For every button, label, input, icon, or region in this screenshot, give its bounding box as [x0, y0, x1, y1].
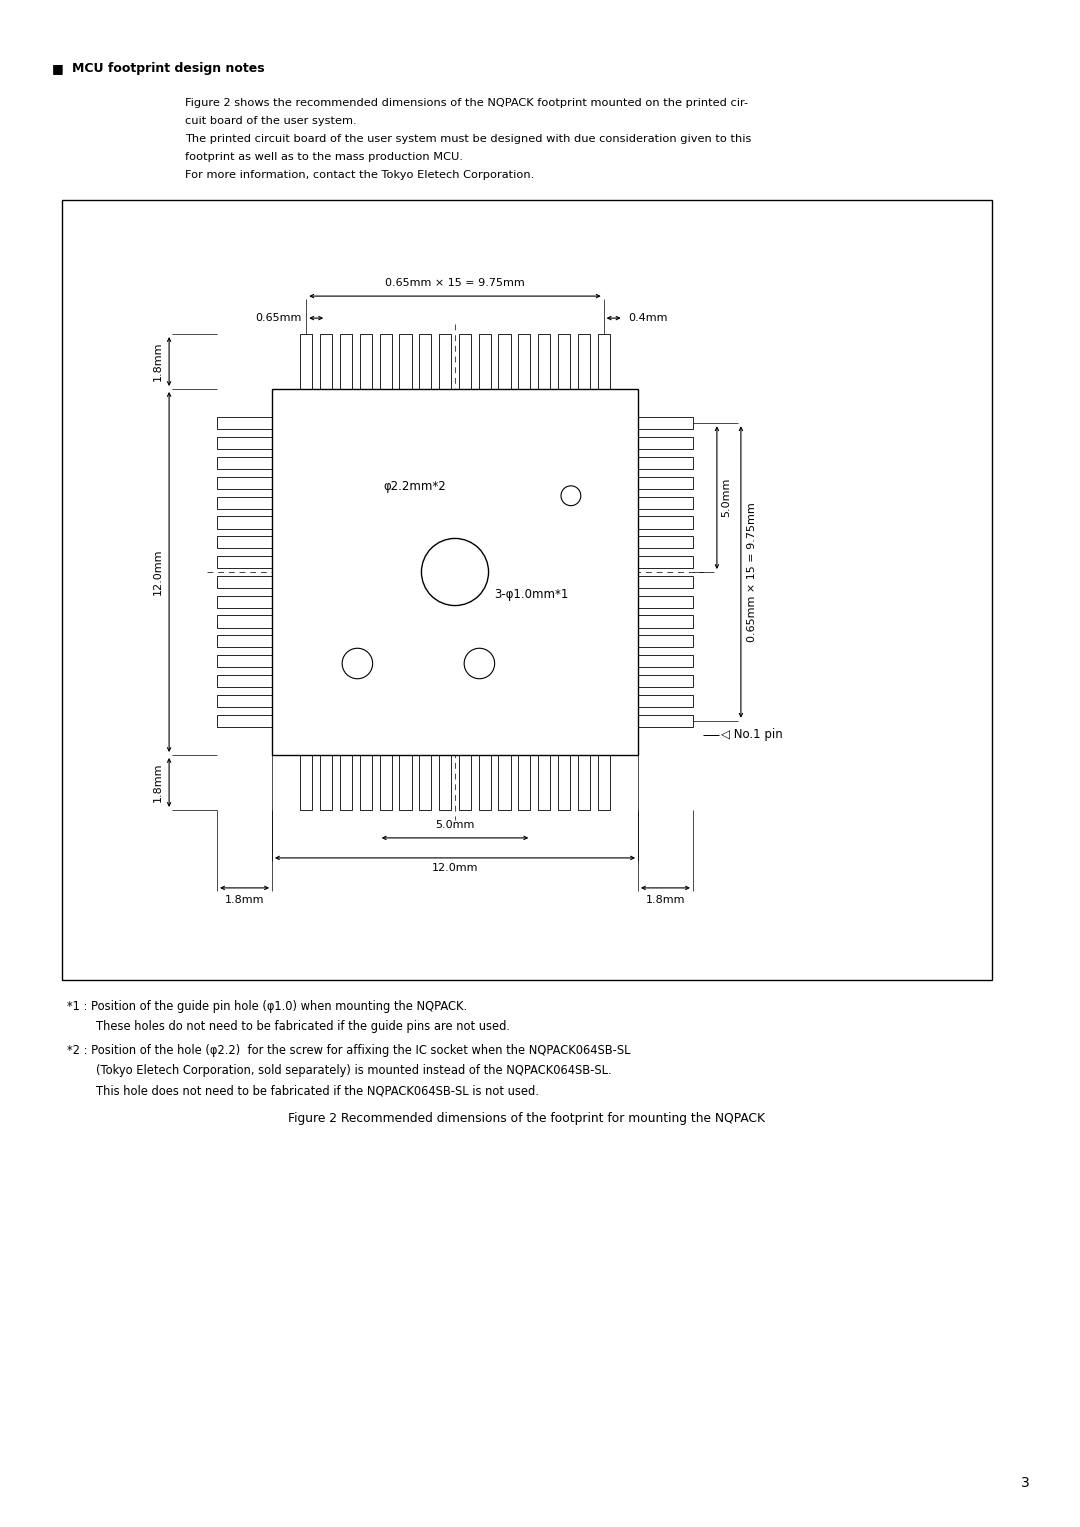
- Bar: [578, 754, 590, 809]
- Text: 1.8mm: 1.8mm: [153, 762, 163, 802]
- Text: 1.8mm: 1.8mm: [153, 342, 163, 382]
- Bar: [217, 695, 272, 707]
- Bar: [340, 754, 352, 809]
- Bar: [217, 496, 272, 508]
- Text: For more information, contact the Tokyo Eletech Corporation.: For more information, contact the Tokyo …: [185, 169, 535, 180]
- Bar: [638, 715, 693, 727]
- Circle shape: [464, 649, 495, 678]
- Text: footprint as well as to the mass production MCU.: footprint as well as to the mass product…: [185, 153, 463, 162]
- Bar: [217, 655, 272, 667]
- Text: This hole does not need to be fabricated if the NQPACK064SB-SL is not used.: This hole does not need to be fabricated…: [67, 1084, 539, 1096]
- Text: 0.4mm: 0.4mm: [629, 313, 669, 324]
- Bar: [638, 615, 693, 628]
- Bar: [638, 437, 693, 449]
- Text: ■: ■: [52, 63, 64, 75]
- Bar: [217, 536, 272, 548]
- Bar: [217, 516, 272, 528]
- Bar: [638, 655, 693, 667]
- Text: 0.65mm × 15 = 9.75mm: 0.65mm × 15 = 9.75mm: [386, 278, 525, 289]
- Bar: [638, 476, 693, 489]
- Text: 5.0mm: 5.0mm: [435, 820, 475, 829]
- Text: ◁ No.1 pin: ◁ No.1 pin: [721, 728, 783, 741]
- Bar: [459, 334, 471, 389]
- Text: *2 : Position of the hole (φ2.2)  for the screw for affixing the IC socket when : *2 : Position of the hole (φ2.2) for the…: [67, 1044, 631, 1057]
- Bar: [518, 334, 530, 389]
- Bar: [217, 675, 272, 687]
- Bar: [638, 417, 693, 429]
- Bar: [419, 754, 431, 809]
- Bar: [478, 754, 490, 809]
- Bar: [638, 695, 693, 707]
- Text: Figure 2 shows the recommended dimensions of the NQPACK footprint mounted on the: Figure 2 shows the recommended dimension…: [185, 98, 748, 108]
- Bar: [360, 334, 372, 389]
- Bar: [478, 334, 490, 389]
- Text: The printed circuit board of the user system must be designed with due considera: The printed circuit board of the user sy…: [185, 134, 752, 144]
- Bar: [400, 334, 411, 389]
- Bar: [300, 334, 312, 389]
- Circle shape: [561, 486, 581, 505]
- Bar: [419, 334, 431, 389]
- Bar: [638, 635, 693, 647]
- Bar: [638, 675, 693, 687]
- Bar: [400, 754, 411, 809]
- Bar: [597, 754, 610, 809]
- Bar: [638, 496, 693, 508]
- Text: 1.8mm: 1.8mm: [225, 895, 265, 906]
- Bar: [62, 200, 993, 980]
- Bar: [558, 334, 570, 389]
- Text: These holes do not need to be fabricated if the guide pins are not used.: These holes do not need to be fabricated…: [67, 1020, 510, 1032]
- Bar: [300, 754, 312, 809]
- Bar: [320, 334, 333, 389]
- Text: MCU footprint design notes: MCU footprint design notes: [72, 63, 265, 75]
- Bar: [518, 754, 530, 809]
- Bar: [217, 556, 272, 568]
- Text: φ2.2mm*2: φ2.2mm*2: [383, 481, 446, 493]
- Text: 5.0mm: 5.0mm: [721, 478, 731, 518]
- Text: 3-φ1.0mm*1: 3-φ1.0mm*1: [495, 588, 569, 600]
- Bar: [459, 754, 471, 809]
- Bar: [438, 334, 451, 389]
- Bar: [217, 596, 272, 608]
- Bar: [217, 437, 272, 449]
- Bar: [638, 457, 693, 469]
- Circle shape: [421, 539, 488, 606]
- Circle shape: [342, 649, 373, 678]
- Text: 12.0mm: 12.0mm: [432, 863, 478, 873]
- Bar: [217, 635, 272, 647]
- Bar: [272, 389, 638, 754]
- Bar: [379, 754, 392, 809]
- Bar: [538, 334, 551, 389]
- Text: cuit board of the user system.: cuit board of the user system.: [185, 116, 356, 127]
- Bar: [438, 754, 451, 809]
- Text: 0.65mm × 15 = 9.75mm: 0.65mm × 15 = 9.75mm: [747, 502, 757, 641]
- Bar: [217, 417, 272, 429]
- Bar: [340, 334, 352, 389]
- Bar: [499, 334, 511, 389]
- Text: 3: 3: [1022, 1477, 1030, 1490]
- Text: (Tokyo Eletech Corporation, sold separately) is mounted instead of the NQPACK064: (Tokyo Eletech Corporation, sold separat…: [67, 1064, 611, 1077]
- Bar: [558, 754, 570, 809]
- Bar: [499, 754, 511, 809]
- Bar: [638, 536, 693, 548]
- Bar: [379, 334, 392, 389]
- Bar: [638, 516, 693, 528]
- Bar: [217, 615, 272, 628]
- Bar: [320, 754, 333, 809]
- Text: Figure 2 Recommended dimensions of the footprint for mounting the NQPACK: Figure 2 Recommended dimensions of the f…: [288, 1112, 766, 1125]
- Text: 1.8mm: 1.8mm: [646, 895, 685, 906]
- Bar: [578, 334, 590, 389]
- Bar: [638, 596, 693, 608]
- Bar: [638, 556, 693, 568]
- Bar: [638, 576, 693, 588]
- Bar: [597, 334, 610, 389]
- Bar: [217, 476, 272, 489]
- Bar: [217, 715, 272, 727]
- Bar: [360, 754, 372, 809]
- Text: 12.0mm: 12.0mm: [153, 548, 163, 596]
- Text: *1 : Position of the guide pin hole (φ1.0) when mounting the NQPACK.: *1 : Position of the guide pin hole (φ1.…: [67, 1000, 468, 1012]
- Bar: [538, 754, 551, 809]
- Bar: [217, 576, 272, 588]
- Bar: [217, 457, 272, 469]
- Text: 0.65mm: 0.65mm: [255, 313, 301, 324]
